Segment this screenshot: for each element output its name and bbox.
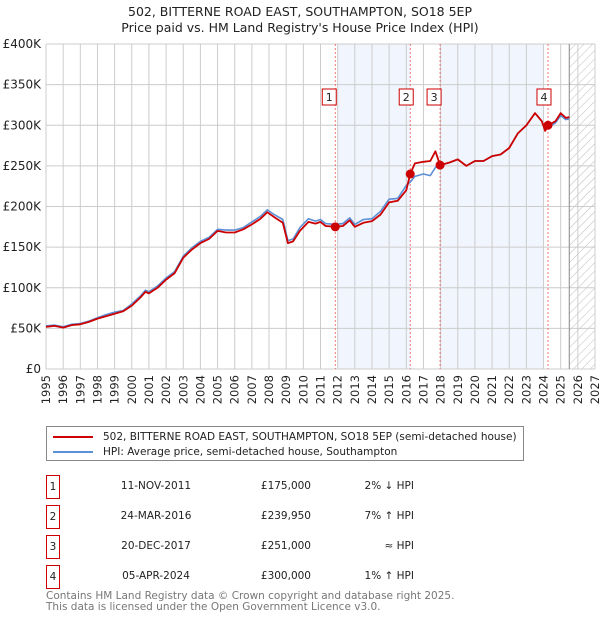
legend-label: HPI: Average price, semi-detached house,… <box>103 446 398 458</box>
y-tick-label: £300K <box>3 118 43 132</box>
x-tick-label: 2018 <box>434 375 448 404</box>
transaction-row: 1 11-NOV-2011 £175,000 2% ↓ HPI <box>46 475 446 499</box>
transaction-price: £175,000 <box>260 480 311 492</box>
y-tick-label: £50K <box>10 321 42 335</box>
x-tick-label: 2022 <box>502 375 516 404</box>
sale-point <box>435 160 445 170</box>
x-tick-label: 2006 <box>228 375 242 404</box>
x-tick-label: 2004 <box>193 375 207 404</box>
x-tick-label: 1998 <box>90 375 104 404</box>
transaction-price: £251,000 <box>260 540 311 552</box>
x-tick-label: 2015 <box>382 375 396 404</box>
legend-swatch-blue <box>53 451 93 453</box>
x-tick-label: 2025 <box>554 375 568 404</box>
x-tick-label: 2009 <box>279 375 293 404</box>
transaction-number: 3 <box>46 535 60 559</box>
sale-point <box>330 222 340 232</box>
sale-label-box <box>536 88 552 106</box>
transaction-hpi: 2% ↓ HPI <box>364 480 414 492</box>
x-tick-label: 2002 <box>159 375 173 404</box>
legend-label: 502, BITTERNE ROAD EAST, SOUTHAMPTON, SO… <box>103 431 517 443</box>
sale-label-box <box>398 88 414 106</box>
x-tick-label: 2012 <box>331 375 345 404</box>
price-chart: £0 £50K £100K £150K £200K £250K £300K £350K £400… <box>3 37 600 404</box>
chart-title: 502, BITTERNE ROAD EAST, SOUTHAMPTON, SO… <box>128 4 472 19</box>
y-tick-label: £0 <box>26 362 41 376</box>
transaction-hpi: ≈ HPI <box>384 540 414 552</box>
x-tick-label: 2000 <box>125 375 139 404</box>
footer-copyright: Contains HM Land Registry data © Crown c… <box>46 590 455 602</box>
x-tick-label: 2017 <box>416 375 430 404</box>
sale-point <box>405 169 415 179</box>
transaction-price: £239,950 <box>260 510 311 522</box>
transaction-hpi: 7% ↑ HPI <box>364 510 414 522</box>
transaction-number: 1 <box>46 475 60 499</box>
y-tick-label: £100K <box>3 281 43 295</box>
sale-point <box>543 120 553 130</box>
legend-item-hpi: HPI: Average price, semi-detached house,… <box>53 445 397 459</box>
sale-label-box <box>321 88 337 106</box>
chart-legend: 502, BITTERNE ROAD EAST, SOUTHAMPTON, SO… <box>46 426 524 461</box>
x-tick-label: 2021 <box>485 375 499 404</box>
x-tick-label: 2019 <box>451 375 465 404</box>
price-paid-line <box>45 112 570 329</box>
sale-label-box <box>426 88 442 106</box>
transaction-hpi: 1% ↑ HPI <box>364 570 414 582</box>
x-tick-label: 1997 <box>73 375 87 404</box>
x-tick-label: 2014 <box>365 375 379 404</box>
x-tick-label: 2005 <box>211 375 225 404</box>
y-tick-label: £250K <box>3 159 43 173</box>
transaction-date: 24-MAR-2016 <box>120 510 192 522</box>
x-tick-label: 2016 <box>399 375 413 404</box>
legend-item-property: 502, BITTERNE ROAD EAST, SOUTHAMPTON, SO… <box>53 430 517 444</box>
transaction-row: 2 24-MAR-2016 £239,950 7% ↑ HPI <box>46 505 446 529</box>
transaction-price: £300,000 <box>260 570 311 582</box>
transaction-row: 4 05-APR-2024 £300,000 1% ↑ HPI <box>46 565 446 589</box>
footer-licence: This data is licensed under the Open Gov… <box>46 601 381 613</box>
x-tick-label: 2013 <box>348 375 362 404</box>
transaction-row: 3 20-DEC-2017 £251,000 ≈ HPI <box>46 535 446 559</box>
x-tick-label: 2001 <box>142 375 156 404</box>
x-tick-label: 1999 <box>108 375 122 404</box>
x-tick-label: 2026 <box>571 375 585 404</box>
x-tick-label: 2020 <box>468 375 482 404</box>
y-tick-label: £400K <box>3 37 43 51</box>
transaction-number: 4 <box>46 565 60 589</box>
x-tick-label: 2010 <box>296 375 310 404</box>
transaction-date: 11-NOV-2011 <box>120 480 192 492</box>
x-tick-label: 1996 <box>56 375 70 404</box>
transaction-date: 20-DEC-2017 <box>121 540 191 552</box>
x-tick-label: 2011 <box>314 375 328 404</box>
x-tick-label: 2024 <box>537 375 551 404</box>
y-tick-label: £200K <box>3 200 43 214</box>
x-tick-label: 2023 <box>519 375 533 404</box>
y-tick-label: £350K <box>3 78 43 92</box>
x-tick-label: 2007 <box>245 375 259 404</box>
chart-subtitle: Price paid vs. HM Land Registry's House … <box>121 20 479 35</box>
x-tick-label: 2008 <box>262 375 276 404</box>
sale-label: 2 <box>403 91 410 104</box>
transaction-number: 2 <box>46 505 60 529</box>
sale-label: 1 <box>326 91 333 104</box>
x-tick-label: 2003 <box>176 375 190 404</box>
transaction-date: 05-APR-2024 <box>122 570 190 582</box>
sale-label: 4 <box>540 91 547 104</box>
x-tick-label: 1995 <box>39 375 53 404</box>
sale-label: 3 <box>431 91 438 104</box>
y-tick-label: £150K <box>3 240 43 254</box>
legend-swatch-red <box>53 436 93 438</box>
x-tick-label: 2027 <box>588 375 600 404</box>
